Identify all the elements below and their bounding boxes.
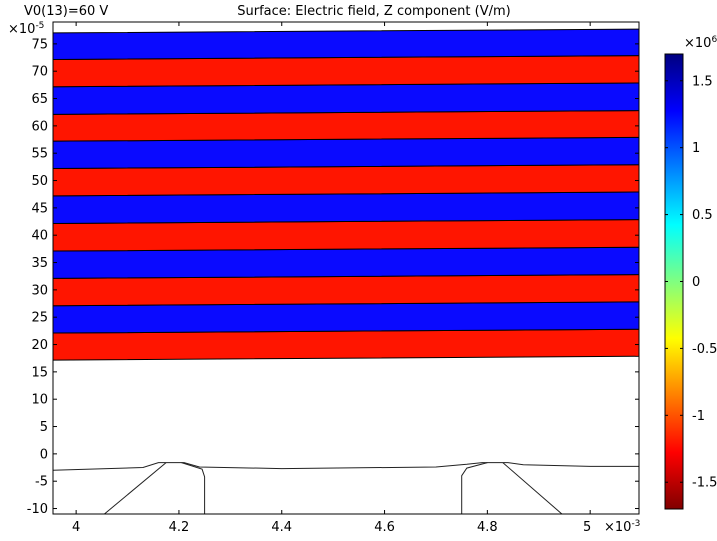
- y-tick-label: 30: [31, 283, 48, 298]
- colorbar-tick-label: 0.5: [692, 208, 713, 223]
- chart-title: Surface: Electric field, Z component (V/…: [237, 4, 510, 19]
- x-tick-label: 4.6: [374, 520, 395, 535]
- y-tick-label: 55: [31, 147, 48, 162]
- layer-band: [53, 164, 639, 197]
- plot-frame: [52, 21, 640, 515]
- colorbar-multiplier: ×106: [684, 35, 717, 51]
- layer-band: [53, 28, 639, 60]
- layer-band: [53, 301, 639, 334]
- layer-band: [53, 136, 639, 170]
- outline-path: [502, 462, 563, 514]
- x-tick-label: 4.2: [169, 520, 190, 535]
- colorbar-tick-label: -1.5: [692, 476, 717, 491]
- layer-group: [53, 28, 639, 361]
- x-tick-label: 4: [72, 520, 80, 535]
- parameter-label: V0(13)=60 V: [24, 4, 108, 19]
- layer-band: [53, 55, 639, 88]
- y-tick-label: 35: [31, 256, 48, 271]
- plot-area: [52, 21, 640, 515]
- y-tick-label: -10: [27, 502, 48, 517]
- y-tick-label: 50: [31, 174, 48, 189]
- y-tick-label: 25: [31, 311, 48, 326]
- colorbar-tick-label: -0.5: [692, 342, 717, 357]
- y-tick-label: 0: [40, 447, 48, 462]
- x-axis: 4 4.2 4.4 4.6 4.8 5: [72, 22, 591, 535]
- y-tick-label: 65: [31, 92, 48, 107]
- colorbar-tick-label: -1: [692, 409, 705, 424]
- layer-band: [53, 219, 639, 252]
- colorbar-tick-label: 0: [692, 275, 700, 290]
- y-tick-label: 70: [31, 65, 48, 80]
- y-tick-label: -5: [35, 475, 48, 490]
- electrode-outline: [53, 462, 639, 514]
- layer-band: [53, 246, 639, 279]
- y-tick-label: 60: [31, 119, 48, 134]
- x-multiplier: ×10-3: [604, 519, 640, 535]
- outline-path: [104, 462, 167, 514]
- layer-band: [53, 191, 639, 224]
- y-multiplier: ×10-5: [8, 21, 44, 37]
- y-tick-label: 10: [31, 393, 48, 408]
- y-tick-label: 45: [31, 201, 48, 216]
- x-tick-label: 4.4: [271, 520, 292, 535]
- y-tick-label: 75: [31, 37, 48, 52]
- layer-band: [53, 82, 639, 115]
- layer-band: [53, 110, 639, 142]
- y-axis: -10 -5 0 5 10 15 20 25 30 35 40 45 50 55 60 65 70 75: [27, 37, 639, 517]
- y-tick-label: 40: [31, 229, 48, 244]
- colorbar-tick-label: 1: [692, 141, 700, 156]
- x-tick-label: 5: [583, 520, 591, 535]
- colorbar-axis: 1.5 1 0.5 0 -0.5 -1 -1.5: [665, 74, 717, 491]
- colorbar-tick-label: 1.5: [692, 74, 713, 89]
- y-tick-label: 20: [31, 338, 48, 353]
- layer-band: [53, 328, 639, 361]
- layer-band: [53, 274, 639, 307]
- x-tick-label: 4.8: [477, 520, 498, 535]
- outline-path: [53, 462, 639, 471]
- outline-path: [181, 462, 206, 514]
- y-tick-label: 15: [31, 365, 48, 380]
- y-tick-label: 5: [40, 420, 48, 435]
- outline-path: [461, 462, 488, 514]
